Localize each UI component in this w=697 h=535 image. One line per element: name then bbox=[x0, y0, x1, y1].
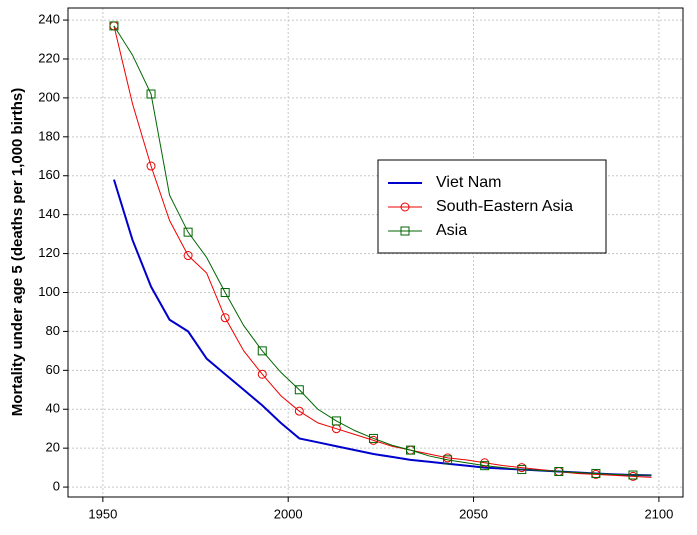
y-tick-label: 200 bbox=[38, 89, 60, 104]
marker bbox=[294, 385, 304, 395]
y-tick-label: 60 bbox=[46, 362, 60, 377]
series-line bbox=[113, 25, 652, 476]
marker bbox=[294, 406, 304, 416]
marker bbox=[406, 445, 416, 455]
marker bbox=[443, 455, 453, 465]
y-tick-label: 160 bbox=[38, 167, 60, 182]
x-tick-label: 1950 bbox=[88, 506, 117, 521]
marker bbox=[257, 369, 267, 379]
marker bbox=[591, 468, 601, 478]
marker bbox=[400, 226, 410, 236]
marker bbox=[257, 346, 267, 356]
marker bbox=[220, 287, 230, 297]
marker bbox=[109, 21, 119, 31]
y-tick-label: 220 bbox=[38, 50, 60, 65]
marker bbox=[331, 416, 341, 426]
y-tick-label: 140 bbox=[38, 206, 60, 221]
marker bbox=[183, 227, 193, 237]
legend-label: Asia bbox=[436, 222, 467, 239]
y-tick-label: 80 bbox=[46, 323, 60, 338]
x-tick-label: 2050 bbox=[459, 506, 488, 521]
y-tick-label: 120 bbox=[38, 245, 60, 260]
y-tick-label: 240 bbox=[38, 12, 60, 27]
plot-frame bbox=[67, 7, 684, 498]
marker bbox=[368, 433, 378, 443]
marker bbox=[554, 467, 564, 477]
marker bbox=[220, 313, 230, 323]
marker bbox=[480, 461, 490, 471]
marker bbox=[400, 202, 410, 212]
marker bbox=[628, 470, 638, 480]
marker bbox=[146, 161, 156, 171]
y-tick-label: 40 bbox=[46, 401, 60, 416]
marker bbox=[146, 89, 156, 99]
marker bbox=[183, 251, 193, 261]
y-tick-label: 20 bbox=[46, 440, 60, 455]
y-tick-label: 100 bbox=[38, 284, 60, 299]
x-tick-label: 2000 bbox=[274, 506, 303, 521]
marker bbox=[517, 465, 527, 475]
legend-label: South-Eastern Asia bbox=[436, 198, 573, 215]
legend-label: Viet Nam bbox=[436, 174, 502, 191]
y-tick-label: 0 bbox=[53, 479, 60, 494]
y-tick-label: 180 bbox=[38, 128, 60, 143]
x-tick-label: 2100 bbox=[644, 506, 673, 521]
y-axis-label: Mortality under age 5 (deaths per 1,000 … bbox=[9, 88, 26, 416]
